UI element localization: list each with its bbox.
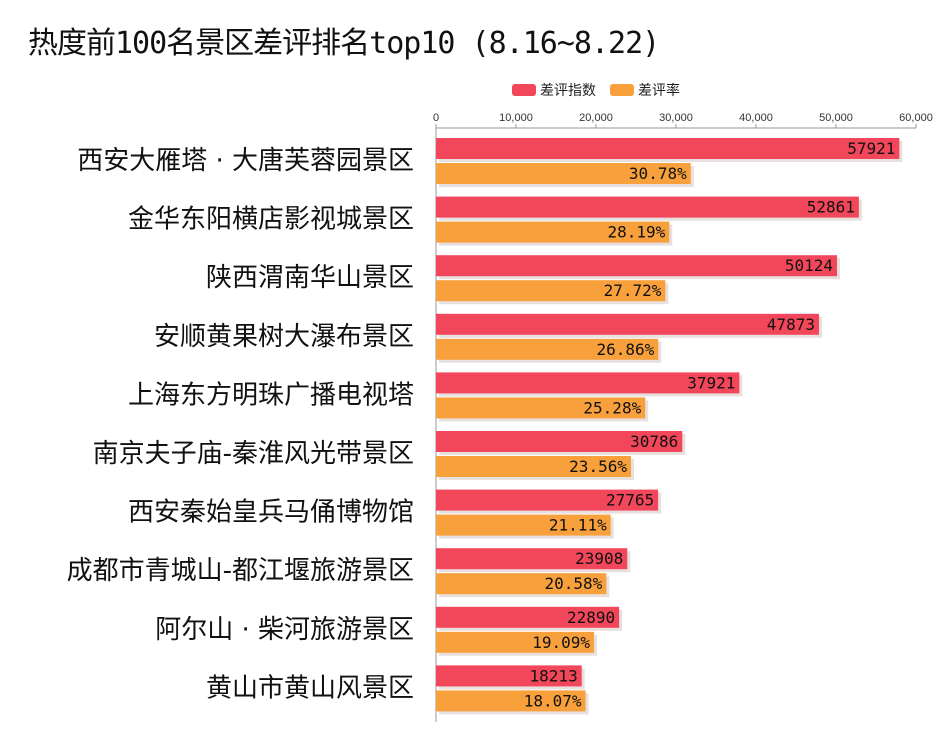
- bar-rate: [436, 221, 670, 243]
- bar-index: [436, 548, 628, 570]
- category-label: 南京夫子庙-秦淮风光带景区: [93, 439, 414, 469]
- data-label-index: 27765: [606, 491, 654, 510]
- legend-swatch-rate: [610, 84, 634, 96]
- data-label-index: 18213: [530, 666, 578, 685]
- bar-rate: [436, 280, 666, 302]
- bar-index: [436, 431, 683, 452]
- data-label-rate: 26.86%: [596, 340, 654, 359]
- x-tick-label: 30,000: [659, 112, 693, 124]
- x-tick-label: 0: [433, 112, 439, 124]
- data-label-index: 57921: [847, 139, 895, 158]
- data-label-rate: 20.58%: [545, 574, 603, 593]
- bar-index: [436, 313, 819, 335]
- data-label-index: 50124: [785, 256, 833, 275]
- legend-label-index: 差评指数: [540, 83, 596, 99]
- data-label-index: 23908: [575, 549, 623, 568]
- category-label: 西安大雁塔 · 大唐芙蓉园景区: [77, 146, 414, 176]
- data-label-index: 30786: [630, 432, 678, 451]
- bar-index: [436, 196, 859, 218]
- data-label-rate: 23.56%: [569, 457, 627, 476]
- bar-rate: [436, 690, 586, 712]
- bar-rate: [436, 514, 611, 536]
- bar-index: [436, 255, 837, 277]
- data-label-index: 47873: [767, 315, 815, 334]
- x-tick-label: 40,000: [739, 112, 773, 124]
- legend: 差评指数 差评率: [512, 80, 680, 100]
- bar-rate: [436, 631, 594, 653]
- bar-rate: [436, 456, 631, 477]
- bar-index: [436, 372, 740, 394]
- category-label: 黄山市黄山风景区: [206, 673, 414, 703]
- data-label-index: 22890: [567, 608, 615, 627]
- legend-item-rate[interactable]: 差评率: [610, 80, 680, 100]
- legend-label-rate: 差评率: [638, 83, 680, 99]
- legend-item-index[interactable]: 差评指数: [512, 80, 596, 100]
- x-tick-label: 20,000: [579, 112, 613, 124]
- bar-index: [436, 138, 900, 159]
- data-label-index: 52861: [807, 198, 855, 217]
- data-label-rate: 30.78%: [629, 164, 687, 183]
- bar-rate: [436, 338, 659, 360]
- category-label: 金华东阳横店影视城景区: [128, 205, 414, 235]
- bar-rate: [436, 163, 691, 184]
- category-label: 阿尔山 · 柴河旅游景区: [155, 615, 414, 645]
- category-label: 西安秦始皇兵马俑博物馆: [128, 498, 414, 528]
- category-label: 安顺黄果树大瀑布景区: [154, 322, 414, 352]
- bar-rate: [436, 573, 607, 595]
- data-label-rate: 18.07%: [524, 691, 582, 710]
- chart-title: 热度前100名景区差评排名top10 (8.16~8.22): [28, 26, 660, 61]
- bar-rate: [436, 397, 646, 419]
- data-label-rate: 19.09%: [532, 633, 590, 652]
- bar-index: [436, 665, 582, 687]
- bar-index: [436, 489, 659, 511]
- data-label-rate: 25.28%: [583, 398, 641, 417]
- category-label: 陕西渭南华山景区: [206, 263, 414, 293]
- x-tick-label: 10,000: [499, 112, 533, 124]
- data-label-index: 37921: [687, 373, 735, 392]
- x-tick-label: 60,000: [899, 112, 933, 124]
- category-label: 上海东方明珠广播电视塔: [128, 380, 414, 410]
- legend-swatch-index: [512, 84, 536, 96]
- x-tick-label: 50,000: [819, 112, 853, 124]
- bar-index: [436, 606, 620, 628]
- data-label-rate: 27.72%: [604, 281, 662, 300]
- data-label-rate: 28.19%: [607, 223, 665, 242]
- category-label: 成都市青城山-都江堰旅游景区: [67, 556, 414, 586]
- data-label-rate: 21.11%: [549, 516, 607, 535]
